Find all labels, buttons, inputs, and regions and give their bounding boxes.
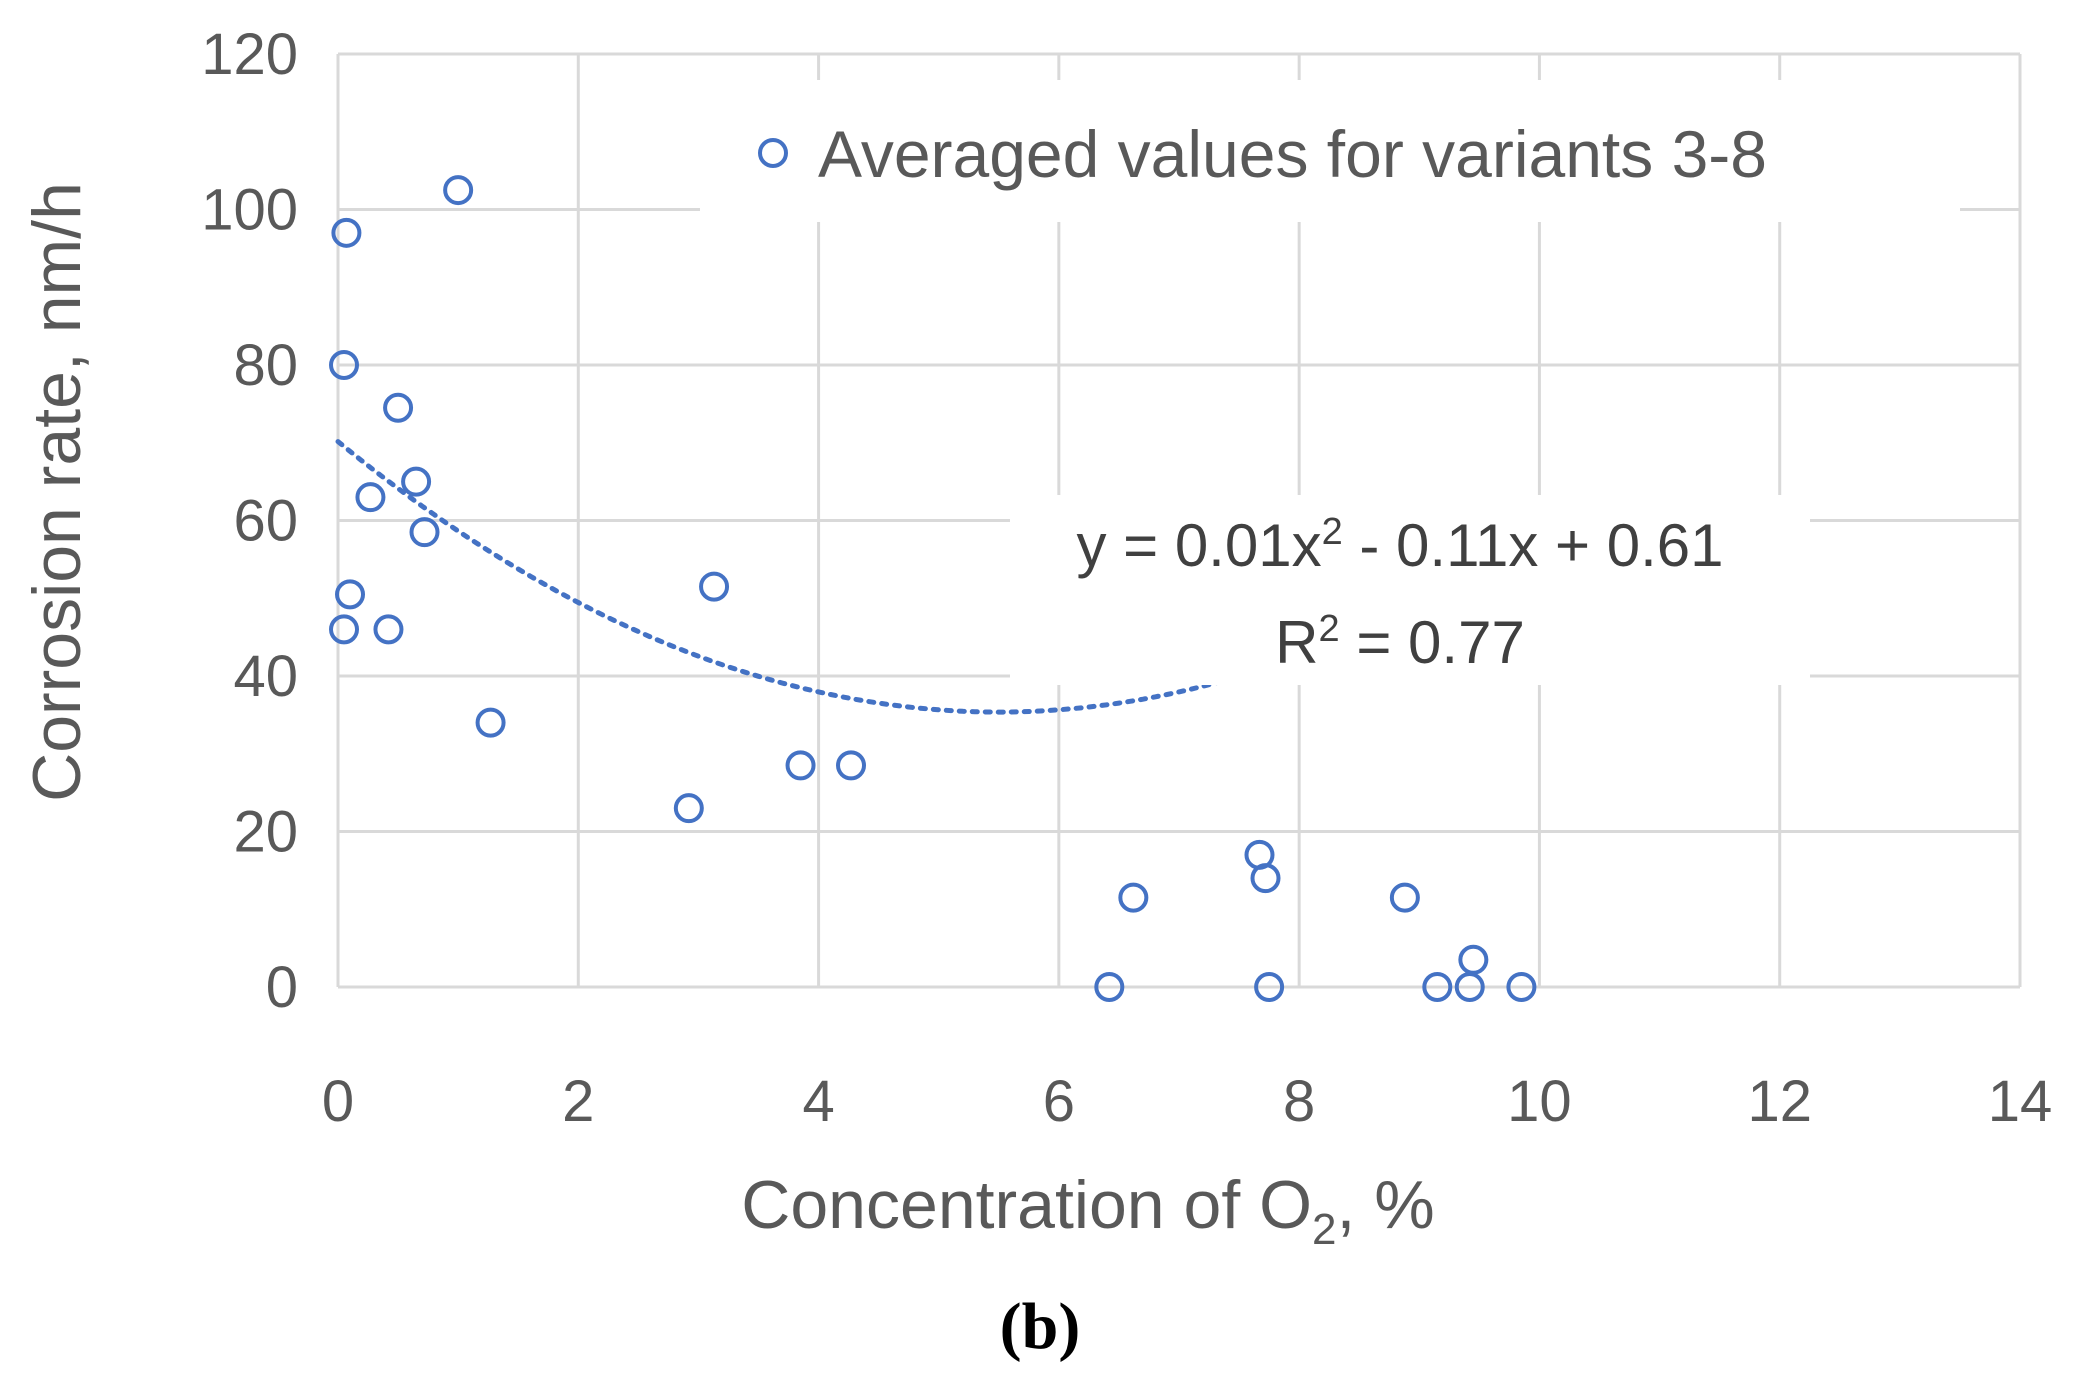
data-point bbox=[1389, 882, 1420, 913]
data-point bbox=[329, 350, 360, 380]
x-tick-label: 4 bbox=[802, 1069, 834, 1134]
legend: Averaged values for variants 3-8 bbox=[700, 80, 1960, 222]
x-axis-title: Concentration of O2, % bbox=[741, 1167, 1435, 1254]
data-point bbox=[383, 392, 414, 423]
y-tick-label: 100 bbox=[201, 178, 298, 243]
data-point bbox=[1254, 972, 1285, 1002]
data-point bbox=[443, 175, 474, 206]
x-tick-label: 14 bbox=[1988, 1069, 2053, 1134]
data-points bbox=[329, 175, 1537, 1002]
legend-label: Averaged values for variants 3-8 bbox=[818, 117, 1767, 191]
data-point bbox=[1422, 972, 1453, 1002]
equation-text: y = 0.01x2 - 0.11x + 0.61 bbox=[1076, 511, 1723, 579]
data-point bbox=[409, 517, 440, 548]
equation-prefix: y = 0.01x bbox=[1076, 512, 1321, 579]
data-point bbox=[1118, 882, 1149, 913]
x-tick-label: 0 bbox=[322, 1069, 354, 1134]
data-point bbox=[836, 750, 867, 781]
y-tick-label: 40 bbox=[233, 644, 298, 709]
figure-caption: (b) bbox=[1000, 1290, 1081, 1363]
x-tick-label: 6 bbox=[1043, 1069, 1075, 1134]
equation-suffix: - 0.11x + 0.61 bbox=[1343, 512, 1724, 579]
r2-suffix: = 0.77 bbox=[1340, 609, 1525, 676]
data-point bbox=[373, 614, 404, 645]
r2-power: 2 bbox=[1319, 608, 1340, 650]
y-tick-label: 60 bbox=[233, 489, 298, 554]
data-point bbox=[355, 482, 386, 513]
data-point bbox=[1250, 863, 1281, 894]
r2-prefix: R bbox=[1275, 609, 1318, 676]
data-point bbox=[673, 793, 704, 824]
x-tick-label: 10 bbox=[1507, 1069, 1572, 1134]
x-tick-label: 2 bbox=[562, 1069, 594, 1134]
x-axis-title-subscript: 2 bbox=[1312, 1205, 1336, 1254]
x-tick-label: 8 bbox=[1283, 1069, 1315, 1134]
y-tick-label: 120 bbox=[201, 22, 298, 87]
data-point bbox=[401, 466, 432, 497]
legend-marker bbox=[758, 138, 788, 168]
x-axis-title-suffix: , % bbox=[1337, 1167, 1435, 1243]
y-tick-label: 80 bbox=[233, 333, 298, 398]
legend-box bbox=[700, 80, 1960, 222]
r-squared-text: R2 = 0.77 bbox=[1275, 608, 1525, 676]
data-point bbox=[475, 707, 506, 738]
data-point bbox=[1094, 972, 1125, 1002]
data-point bbox=[785, 750, 816, 781]
equation-box bbox=[1010, 495, 1810, 685]
data-point bbox=[699, 571, 730, 602]
trendline-equation: y = 0.01x2 - 0.11x + 0.61 R2 = 0.77 bbox=[1010, 495, 1810, 685]
y-axis-title: Corrosion rate, nm/h bbox=[19, 182, 95, 802]
data-point bbox=[1458, 944, 1489, 975]
data-point bbox=[331, 217, 362, 248]
data-point bbox=[329, 614, 360, 645]
y-axis-ticks: 0 20 40 60 80 100 120 bbox=[201, 22, 298, 1020]
x-axis-title-main: Concentration of O bbox=[741, 1167, 1312, 1243]
x-tick-label: 12 bbox=[1747, 1069, 1812, 1134]
x-axis-ticks: 0 2 4 6 8 10 12 14 bbox=[322, 1069, 2052, 1134]
data-point bbox=[335, 579, 366, 610]
y-tick-label: 0 bbox=[266, 955, 298, 1020]
data-point bbox=[1506, 972, 1537, 1002]
equation-power: 2 bbox=[1322, 511, 1343, 553]
y-tick-label: 20 bbox=[233, 800, 298, 865]
